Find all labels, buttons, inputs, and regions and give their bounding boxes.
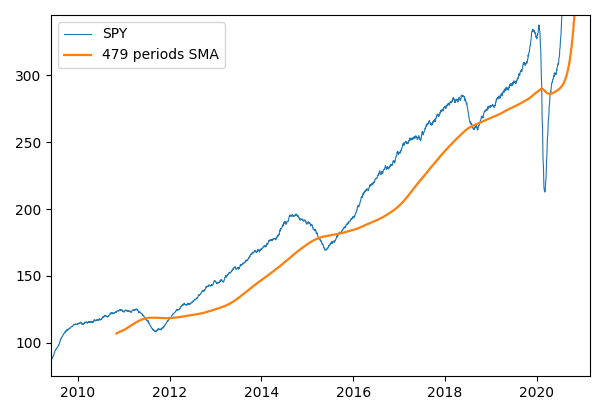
Line: 479 periods SMA: 479 periods SMA (116, 0, 583, 333)
Legend: SPY, 479 periods SMA: SPY, 479 periods SMA (58, 22, 225, 68)
Line: SPY: SPY (32, 0, 583, 367)
